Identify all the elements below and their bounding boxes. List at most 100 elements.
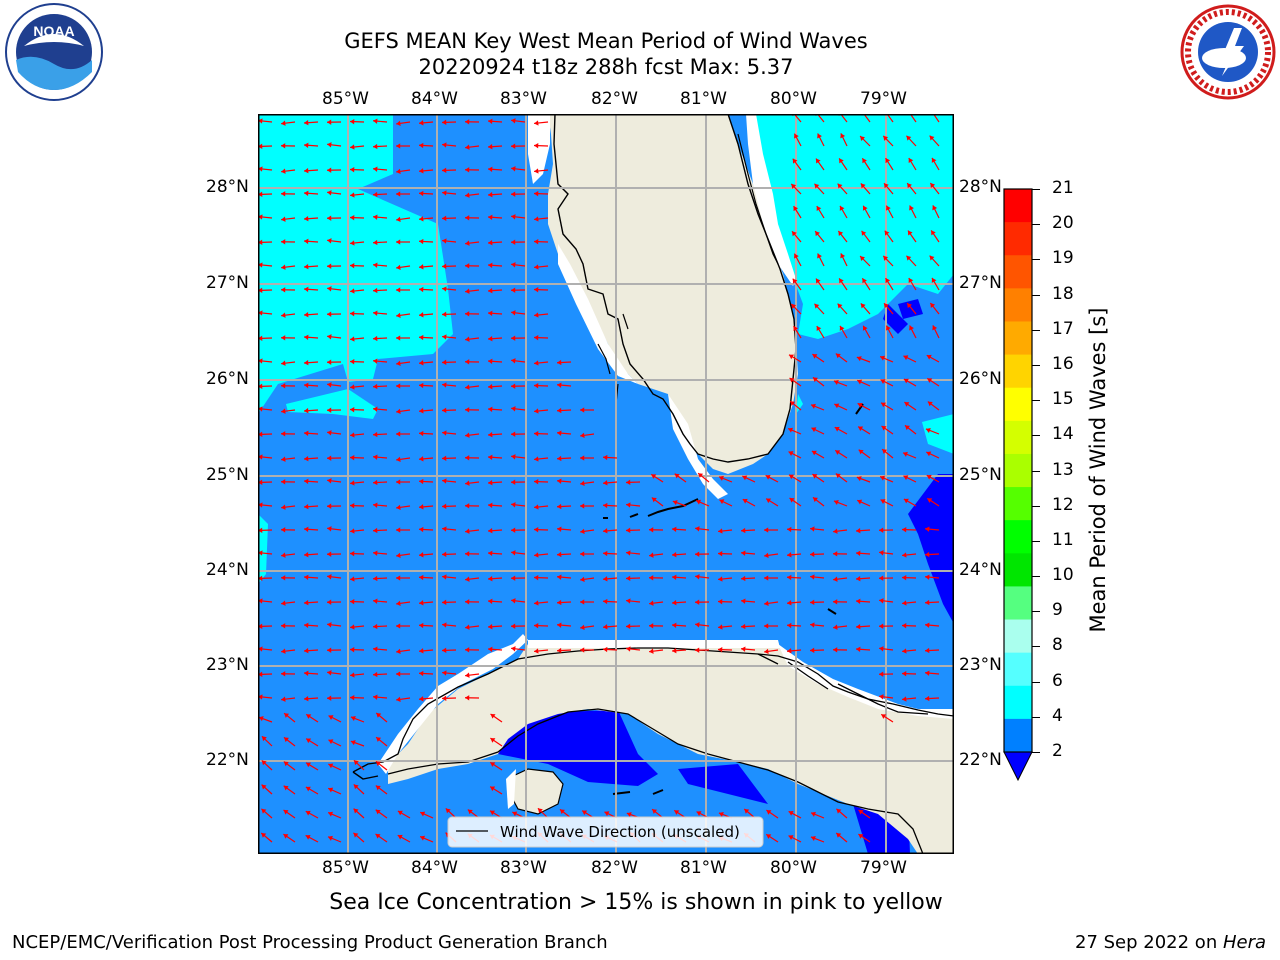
arrow-head	[695, 599, 700, 605]
arrow-head	[580, 599, 585, 605]
arrow-head	[557, 430, 562, 436]
arrow-head	[396, 264, 401, 271]
arrow-head	[488, 598, 493, 604]
arrow-head	[511, 214, 516, 220]
arrow-head	[373, 431, 378, 438]
arrow-head	[698, 473, 704, 478]
arrow-head	[856, 598, 861, 604]
arrow-head	[350, 310, 355, 317]
colorbar-tick-label: 8	[1052, 635, 1063, 656]
arrow-head	[906, 255, 912, 261]
arrow-head	[396, 648, 401, 655]
arrow-head	[511, 646, 516, 652]
arrow-head	[672, 500, 678, 506]
arrow-head	[815, 231, 820, 237]
arrow-head	[580, 503, 585, 509]
lon-label: 82°W	[591, 858, 638, 878]
arrow-head	[603, 502, 608, 509]
arrow-head	[419, 504, 424, 510]
arrow-head	[397, 834, 403, 840]
arrow-head	[839, 158, 844, 164]
arrow-head	[860, 136, 865, 141]
arrow-head	[511, 502, 516, 508]
arrow-head	[902, 526, 907, 533]
arrow-head	[787, 600, 792, 606]
arrow-head	[695, 647, 700, 653]
colorbar-tick-label: 12	[1052, 494, 1074, 515]
arrow-head	[649, 552, 654, 558]
arrow-head	[350, 672, 355, 678]
wind-wave-arrows	[258, 114, 940, 843]
arrow-head	[396, 479, 401, 485]
arrow-head	[833, 551, 838, 557]
arrow-head	[258, 166, 263, 172]
arrow-head	[603, 550, 608, 557]
colorbar-band	[1004, 718, 1032, 753]
arrow-head	[626, 502, 631, 508]
arrow-head	[764, 552, 769, 559]
arrow-head	[350, 118, 355, 125]
arrow-head	[258, 143, 263, 150]
lat-label: 25°N	[206, 465, 249, 485]
arrow-head	[442, 382, 447, 388]
arrow-head	[557, 622, 562, 628]
arrow-head	[304, 120, 309, 126]
arrow-head	[281, 287, 286, 293]
colorbar-tick-label: 10	[1052, 565, 1074, 586]
arrow-head	[857, 403, 863, 408]
arrow-head	[373, 214, 378, 220]
arrow-head	[353, 832, 359, 838]
arrow-head	[840, 133, 846, 139]
arrow-head	[442, 190, 447, 196]
arrow-head	[488, 288, 493, 294]
arrow-head	[373, 598, 378, 604]
arrow-head	[927, 498, 933, 503]
arrow-head	[283, 761, 289, 767]
arrow-head	[626, 812, 632, 818]
arrow-head	[396, 191, 401, 197]
arrow-head	[261, 808, 267, 814]
arrow-head	[281, 335, 286, 341]
colorbar-band	[1004, 321, 1032, 356]
arrow-head	[626, 598, 631, 604]
arrow-head	[350, 192, 355, 198]
arrow-head	[907, 230, 913, 236]
arrow-head	[465, 432, 470, 438]
arrow-shaft	[886, 114, 894, 123]
arrow-head	[672, 526, 677, 532]
arrow-head	[810, 622, 815, 628]
arrow-head	[350, 502, 355, 509]
svg-text:NOAA: NOAA	[33, 23, 74, 39]
arrow-head	[765, 475, 771, 480]
colorbar-tick-mark	[1032, 189, 1040, 190]
arrow-head	[419, 622, 424, 629]
colorbar-tick-mark	[1032, 540, 1040, 542]
arrow-head	[488, 646, 493, 652]
arrow-head	[442, 334, 447, 340]
arrow-head	[327, 359, 332, 365]
arrow-head	[258, 479, 263, 486]
arrow-head	[305, 810, 311, 816]
arrow-head	[419, 526, 424, 533]
arrow-head	[258, 262, 263, 268]
arrow-head	[419, 168, 424, 174]
arrow-head	[350, 240, 355, 246]
arrow-head	[373, 335, 378, 342]
arrow-head	[373, 166, 378, 172]
arrow-head	[304, 526, 309, 532]
arrow-head	[744, 809, 750, 814]
arrow-head	[741, 527, 746, 534]
arrow-head	[328, 715, 334, 720]
arrow-head	[718, 598, 723, 605]
arrow-head	[880, 379, 886, 384]
arrow-head	[442, 551, 447, 558]
arrow-head	[465, 192, 470, 198]
arrow-head	[328, 811, 334, 817]
arrow-head	[396, 671, 401, 677]
arrow-head	[926, 354, 932, 360]
arrow-head	[442, 647, 447, 654]
lon-label: 84°W	[411, 89, 458, 109]
map-frame	[258, 114, 954, 854]
arrow-head	[488, 480, 493, 486]
arrow-head	[304, 168, 309, 174]
